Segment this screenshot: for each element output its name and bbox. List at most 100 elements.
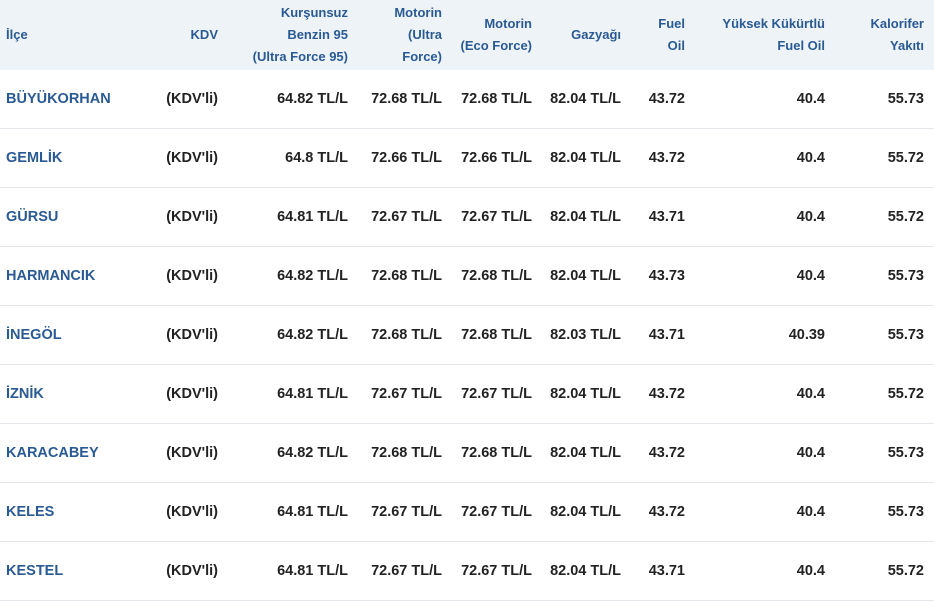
table-cell: 55.73 bbox=[835, 305, 934, 365]
table-cell: 64.81 TL/L bbox=[228, 541, 358, 601]
table-cell: 64.81 TL/L bbox=[228, 187, 358, 247]
table-cell: 43.71 bbox=[631, 187, 695, 247]
header-line: (Ultra bbox=[408, 27, 442, 42]
table-row: İNEGÖL (KDV'li) 64.82 TL/L 72.68 TL/L 72… bbox=[0, 305, 934, 365]
table-cell: 43.73 bbox=[631, 246, 695, 306]
header-line: Yüksek Kükürtlü bbox=[722, 16, 825, 31]
column-header-kerosene: Gazyağı bbox=[542, 0, 631, 70]
table-cell: (KDV'li) bbox=[115, 305, 228, 365]
header-line: Fuel bbox=[658, 16, 685, 31]
table-cell: 64.82 TL/L bbox=[228, 305, 358, 365]
table-cell: 43.72 bbox=[631, 423, 695, 483]
header-line: KDV bbox=[190, 27, 218, 42]
table-cell: 72.68 TL/L bbox=[452, 423, 542, 483]
table-cell: (KDV'li) bbox=[115, 423, 228, 483]
district-cell: HARMANCIK bbox=[0, 246, 115, 306]
table-cell: 72.68 TL/L bbox=[358, 70, 452, 129]
district-link[interactable]: KELES bbox=[6, 504, 55, 520]
district-cell: BÜYÜKORHAN bbox=[0, 70, 115, 129]
column-header-diesel-eco-force: Motorin (Eco Force) bbox=[452, 0, 542, 70]
table-cell: 72.68 TL/L bbox=[452, 305, 542, 365]
header-line: Benzin 95 bbox=[287, 27, 348, 42]
table-cell: 40.4 bbox=[695, 423, 835, 483]
column-header-kdv: KDV bbox=[115, 0, 228, 70]
table-cell: 82.04 TL/L bbox=[542, 187, 631, 247]
district-link[interactable]: KESTEL bbox=[6, 563, 64, 579]
table-cell: 40.39 bbox=[695, 305, 835, 365]
table-row: KARACABEY (KDV'li) 64.82 TL/L 72.68 TL/L… bbox=[0, 423, 934, 483]
header-line: Motorin bbox=[484, 16, 532, 31]
table-cell: 40.4 bbox=[695, 541, 835, 601]
table-cell: 72.68 TL/L bbox=[358, 423, 452, 483]
header-line: (Ultra Force 95) bbox=[252, 49, 348, 64]
table-cell: 72.67 TL/L bbox=[452, 482, 542, 542]
table-cell: 43.72 bbox=[631, 70, 695, 129]
district-cell: KESTEL bbox=[0, 541, 115, 601]
district-cell: İZNİK bbox=[0, 364, 115, 424]
column-header-diesel-ultra-force: Motorin (Ultra Force) bbox=[358, 0, 452, 70]
table-row: GEMLİK (KDV'li) 64.8 TL/L 72.66 TL/L 72.… bbox=[0, 128, 934, 188]
table-cell: 64.8 TL/L bbox=[228, 128, 358, 188]
table-cell: 55.72 bbox=[835, 187, 934, 247]
header-line: Motorin bbox=[394, 5, 442, 20]
district-link[interactable]: İNEGÖL bbox=[6, 327, 62, 343]
district-link[interactable]: GÜRSU bbox=[6, 209, 59, 225]
table-cell: 43.72 bbox=[631, 364, 695, 424]
table-cell: 72.68 TL/L bbox=[452, 246, 542, 306]
table-body: BÜYÜKORHAN (KDV'li) 64.82 TL/L 72.68 TL/… bbox=[0, 70, 934, 601]
table-cell: 82.04 TL/L bbox=[542, 482, 631, 542]
district-link[interactable]: HARMANCIK bbox=[6, 268, 96, 284]
district-cell: KARACABEY bbox=[0, 423, 115, 483]
header-line: İlçe bbox=[6, 27, 28, 42]
table-cell: 55.72 bbox=[835, 541, 934, 601]
table-cell: 40.4 bbox=[695, 482, 835, 542]
table-cell: 55.72 bbox=[835, 128, 934, 188]
district-cell: GÜRSU bbox=[0, 187, 115, 247]
table-cell: (KDV'li) bbox=[115, 541, 228, 601]
header-line: Gazyağı bbox=[571, 27, 621, 42]
table-cell: 64.81 TL/L bbox=[228, 364, 358, 424]
table-cell: 72.67 TL/L bbox=[358, 364, 452, 424]
table-cell: 40.4 bbox=[695, 187, 835, 247]
table-cell: 40.4 bbox=[695, 364, 835, 424]
table-cell: 64.82 TL/L bbox=[228, 246, 358, 306]
district-cell: GEMLİK bbox=[0, 128, 115, 188]
table-cell: (KDV'li) bbox=[115, 128, 228, 188]
district-cell: KELES bbox=[0, 482, 115, 542]
table-cell: 43.72 bbox=[631, 128, 695, 188]
table-row: GÜRSU (KDV'li) 64.81 TL/L 72.67 TL/L 72.… bbox=[0, 187, 934, 247]
header-line: Yakıtı bbox=[890, 38, 924, 53]
table-cell: 82.04 TL/L bbox=[542, 128, 631, 188]
column-header-unleaded-95: Kurşunsuz Benzin 95 (Ultra Force 95) bbox=[228, 0, 358, 70]
table-cell: 43.71 bbox=[631, 305, 695, 365]
table-cell: 55.72 bbox=[835, 364, 934, 424]
table-cell: 72.67 TL/L bbox=[452, 364, 542, 424]
district-cell: İNEGÖL bbox=[0, 305, 115, 365]
table-cell: (KDV'li) bbox=[115, 364, 228, 424]
table-cell: 64.81 TL/L bbox=[228, 482, 358, 542]
table-cell: 55.73 bbox=[835, 246, 934, 306]
table-header: İlçe KDV Kurşunsuz Benzin 95 (Ultra Forc… bbox=[0, 0, 934, 70]
table-row: KELES (KDV'li) 64.81 TL/L 72.67 TL/L 72.… bbox=[0, 482, 934, 542]
table-cell: 64.82 TL/L bbox=[228, 70, 358, 129]
table-cell: 72.66 TL/L bbox=[358, 128, 452, 188]
table-cell: 72.68 TL/L bbox=[452, 70, 542, 129]
table-cell: (KDV'li) bbox=[115, 246, 228, 306]
table-cell: 72.67 TL/L bbox=[358, 187, 452, 247]
column-header-high-sulfur-fuel-oil: Yüksek Kükürtlü Fuel Oil bbox=[695, 0, 835, 70]
district-link[interactable]: BÜYÜKORHAN bbox=[6, 91, 111, 107]
district-link[interactable]: KARACABEY bbox=[6, 445, 99, 461]
table-cell: 40.4 bbox=[695, 70, 835, 129]
header-line: Kalorifer bbox=[870, 16, 924, 31]
district-link[interactable]: GEMLİK bbox=[6, 150, 63, 166]
table-cell: 55.73 bbox=[835, 482, 934, 542]
table-row: BÜYÜKORHAN (KDV'li) 64.82 TL/L 72.68 TL/… bbox=[0, 70, 934, 129]
table-cell: (KDV'li) bbox=[115, 70, 228, 129]
column-header-district: İlçe bbox=[0, 0, 115, 70]
table-cell: 72.67 TL/L bbox=[358, 541, 452, 601]
column-header-fuel-oil: Fuel Oil bbox=[631, 0, 695, 70]
table-cell: 72.67 TL/L bbox=[452, 187, 542, 247]
table-cell: 55.73 bbox=[835, 423, 934, 483]
district-link[interactable]: İZNİK bbox=[6, 386, 44, 402]
table-cell: 72.67 TL/L bbox=[452, 541, 542, 601]
